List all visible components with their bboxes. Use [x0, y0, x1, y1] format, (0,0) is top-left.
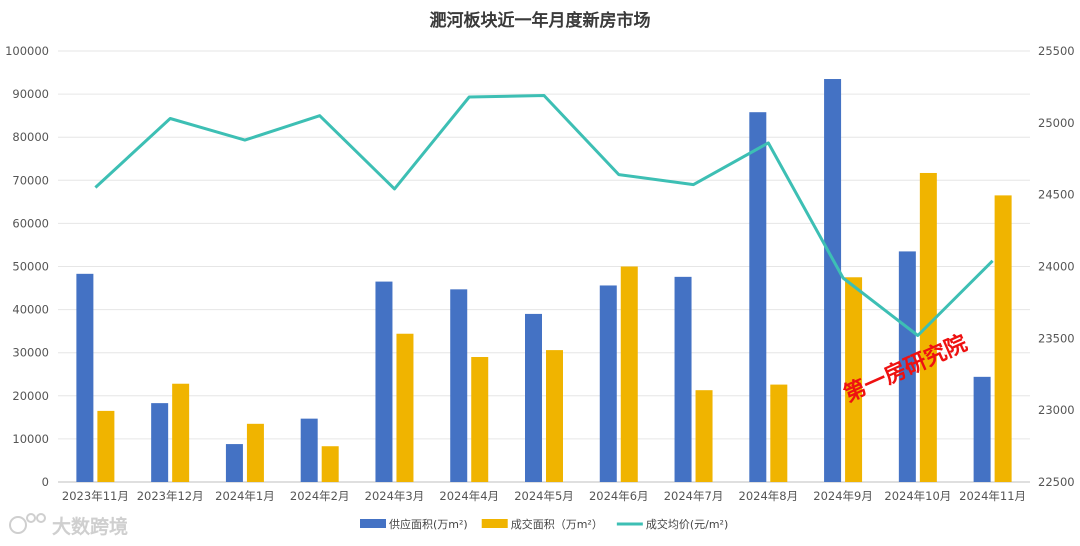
bottom-left-watermark: 大数跨境: [9, 513, 128, 538]
x-axis: 2023年11月 2023年12月 2024年1月 2024年2月 2024年3月 202…: [62, 489, 1026, 503]
y-left-tick-label: 20000: [12, 389, 49, 403]
y-right-tick-label: 25500: [1038, 44, 1075, 58]
supply-bar: [225, 444, 243, 482]
supply-bar: [375, 281, 393, 482]
x-tick-label: 2024年5月: [514, 489, 574, 503]
legend-label: 成交面积（万m²）: [511, 517, 603, 531]
y-left-tick-label: 100000: [5, 44, 49, 58]
y-right-tick-label: 23000: [1038, 403, 1075, 417]
x-tick-label: 2023年11月: [62, 489, 129, 503]
x-tick-label: 2024年10月: [884, 489, 951, 503]
x-tick-label: 2024年8月: [739, 489, 799, 503]
x-tick-label: 2024年7月: [664, 489, 724, 503]
deal-bar: [919, 172, 937, 482]
dashuju-logo-icon: [9, 513, 46, 534]
x-tick-label: 2023年12月: [137, 489, 204, 503]
supply-bar: [973, 376, 991, 482]
y-left-tick-label: 30000: [12, 346, 49, 360]
supply-bar: [76, 273, 94, 482]
y-left-tick-label: 90000: [12, 87, 49, 101]
y-left-tick-label: 80000: [12, 130, 49, 144]
x-tick-label: 2024年4月: [439, 489, 499, 503]
y-left-tick-label: 40000: [12, 303, 49, 317]
deal-bar: [770, 384, 788, 482]
legend-swatch: [481, 519, 508, 528]
y-axis-left: 0 10000 20000 30000 40000 50000 60000 70000 8000…: [5, 44, 49, 489]
x-tick-label: 2024年6月: [589, 489, 649, 503]
bars: [76, 79, 1012, 483]
supply-bar: [674, 276, 692, 482]
y-left-tick-label: 10000: [12, 432, 49, 446]
supply-bar: [824, 79, 842, 482]
deal-bar: [845, 277, 863, 482]
deal-bar: [246, 423, 264, 482]
deal-bar: [471, 357, 489, 482]
y-right-tick-label: 22500: [1038, 475, 1075, 489]
legend: 供应面积(万m²) 成交面积（万m²） 成交均价(元/m²): [360, 517, 728, 531]
gridlines: [58, 50, 1030, 483]
supply-bar: [599, 285, 617, 482]
deal-bar: [172, 383, 190, 482]
x-tick-label: 2024年1月: [215, 489, 275, 503]
x-tick-label: 2024年9月: [813, 489, 873, 503]
legend-label: 成交均价(元/m²): [646, 517, 728, 531]
x-tick-label: 2024年3月: [365, 489, 425, 503]
supply-bar: [525, 313, 542, 482]
legend-swatch: [360, 519, 386, 528]
x-tick-label: 2024年11月: [959, 489, 1026, 503]
deal-bar: [97, 410, 115, 482]
supply-bar: [749, 112, 767, 483]
y-right-tick-label: 24000: [1038, 260, 1075, 274]
y-axis-right: 22500 23000 23500 24000 24500 25000 25500: [1038, 44, 1075, 489]
supply-bar: [300, 418, 318, 482]
supply-bar: [151, 403, 169, 482]
legend-label: 供应面积(万m²): [389, 517, 468, 531]
deal-bar: [546, 350, 563, 482]
deal-bar: [396, 333, 414, 482]
supply-bar: [898, 251, 916, 482]
watermark-bottom-left: 大数跨境: [52, 515, 128, 538]
y-left-tick-label: 0: [42, 475, 49, 489]
deal-bar: [321, 446, 339, 482]
price-line: [94, 94, 994, 337]
deal-bar: [994, 195, 1012, 482]
y-left-tick-label: 50000: [12, 260, 49, 274]
y-right-tick-label: 24500: [1038, 188, 1075, 202]
y-left-tick-label: 60000: [12, 216, 49, 230]
x-tick-label: 2024年2月: [290, 489, 350, 503]
y-left-tick-label: 70000: [12, 173, 49, 187]
deal-bar: [620, 266, 638, 482]
supply-bar: [450, 289, 468, 482]
y-right-tick-label: 23500: [1038, 331, 1075, 345]
deal-bar: [695, 390, 713, 482]
y-right-tick-label: 25000: [1038, 116, 1075, 130]
price-line-path: [94, 94, 994, 337]
chart-title: 淝河板块近一年月度新房市场: [430, 10, 651, 31]
